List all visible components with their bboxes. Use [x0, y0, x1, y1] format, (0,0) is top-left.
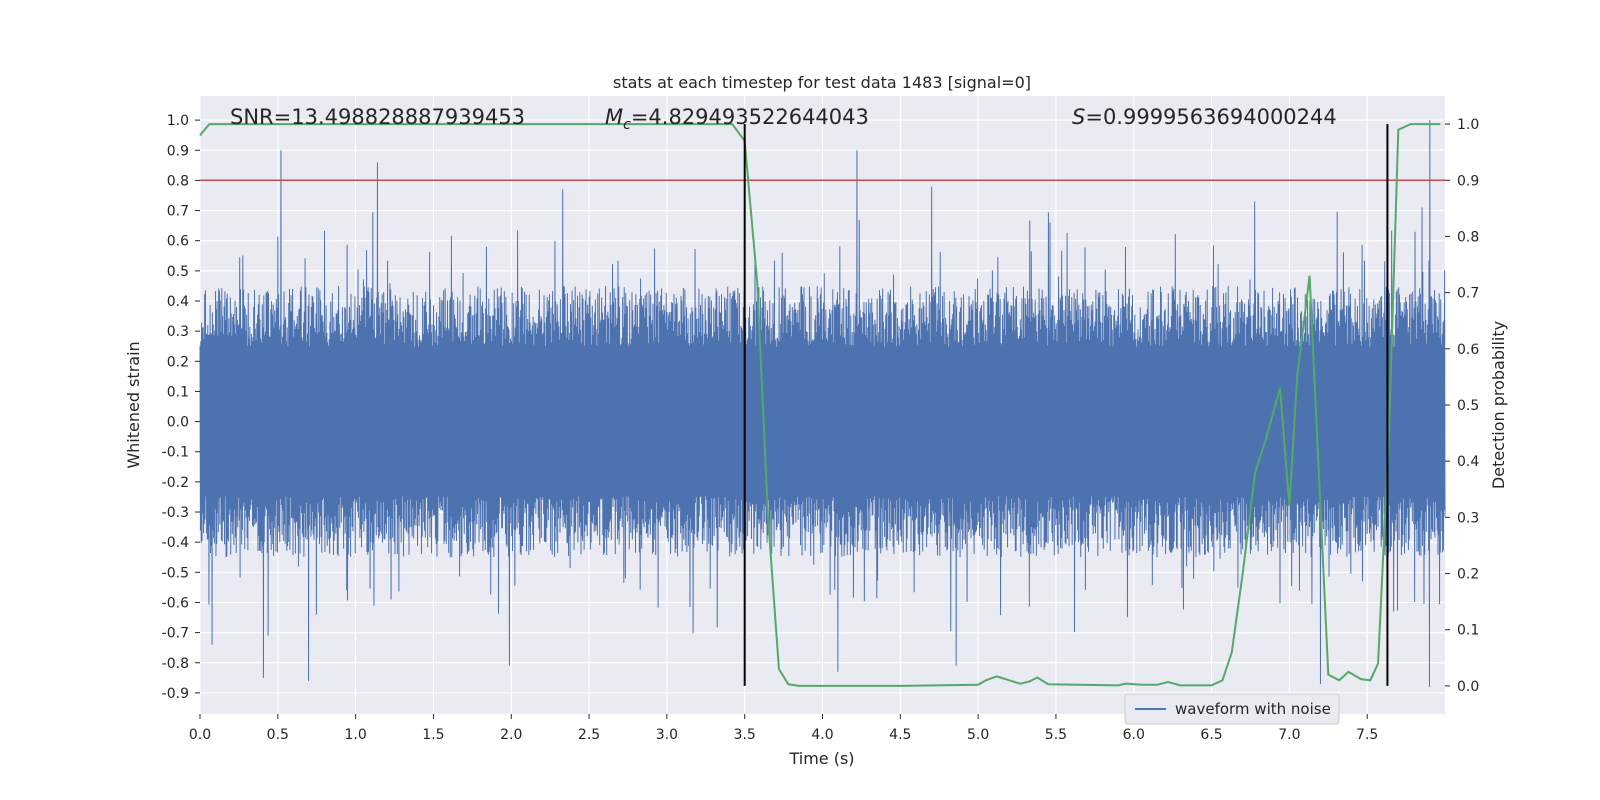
y2-axis-label: Detection probability [1489, 321, 1508, 489]
mc-symbol: M [605, 105, 623, 129]
waveform-series [199, 120, 1446, 687]
y2-tick-label: 0.9 [1457, 173, 1479, 189]
snr-annotation: SNR=13.498828887939453 [230, 105, 525, 129]
y-tick-label: 0.1 [167, 384, 189, 400]
y-tick-label: 0.5 [167, 264, 189, 280]
x-tick-label: 7.0 [1278, 727, 1300, 743]
y2-tick-label: 0.5 [1457, 398, 1479, 414]
y-tick-label: -0.9 [162, 686, 189, 702]
y2-tick-label: 0.2 [1457, 567, 1479, 583]
legend-box [1124, 693, 1340, 725]
y2-tick-label: 0.4 [1457, 454, 1479, 470]
y-tick-label: 0.8 [167, 173, 189, 189]
detection-probability-series [199, 123, 1441, 687]
x-axis-ticks: 0.0 0.5 1.0 1.5 2.0 2.5 3.0 3.5 4.0 4.5 5.0 5.5 6.0 6… [189, 714, 1378, 743]
y2-tick-label: 0.6 [1457, 342, 1479, 358]
y-tick-label: 1.0 [167, 113, 189, 129]
y-tick-label: 0.4 [167, 294, 189, 310]
y2-tick-label: 0.0 [1457, 679, 1479, 695]
y2-tick-label: 0.8 [1457, 229, 1479, 245]
y-tick-label: -0.4 [162, 535, 189, 551]
x-tick-label: 1.5 [422, 727, 444, 743]
y-tick-label: -0.6 [162, 595, 189, 611]
chart-title: stats at each timestep for test data 148… [613, 73, 1031, 92]
x-tick-label: 2.0 [500, 727, 522, 743]
x-tick-label: 6.0 [1123, 727, 1145, 743]
s-symbol: S [1072, 105, 1085, 129]
x-tick-label: 6.5 [1200, 727, 1222, 743]
y-tick-label: -0.8 [162, 656, 189, 672]
y-axis-ticks: 1.0 0.9 0.8 0.7 0.6 0.5 0.4 0.3 0.2 0.1 0.0 -0.1 -0.… [162, 113, 200, 702]
y-tick-label: 0.9 [167, 143, 189, 159]
y2-tick-label: 0.1 [1457, 623, 1479, 639]
s-value: =0.9999563694000244 [1085, 105, 1336, 129]
y-tick-label: -0.5 [162, 565, 189, 581]
mc-subscript: c [623, 117, 631, 133]
y-tick-label: -0.7 [162, 626, 189, 642]
x-tick-label: 2.5 [578, 727, 600, 743]
y-tick-label: 0.3 [167, 324, 189, 340]
chirp-mass-annotation: Mc=4.829493522644043 [605, 105, 869, 133]
x-tick-label: 3.0 [656, 727, 678, 743]
vertical-markers [743, 124, 1389, 686]
legend-entry: waveform with noise [1175, 700, 1331, 718]
y-tick-label: -0.3 [162, 505, 189, 521]
x-tick-label: 5.0 [967, 727, 989, 743]
score-annotation: S=0.9999563694000244 [1072, 105, 1337, 129]
y2-axis-ticks: 1.0 0.9 0.8 0.7 0.6 0.5 0.4 0.3 0.2 0.1 0.0 [1445, 117, 1479, 695]
y2-tick-label: 1.0 [1457, 117, 1479, 133]
y-tick-label: 0.2 [167, 354, 189, 370]
y-tick-label: -0.2 [162, 475, 189, 491]
x-tick-label: 1.0 [344, 727, 366, 743]
x-tick-label: 3.5 [734, 727, 756, 743]
x-tick-label: 5.5 [1045, 727, 1067, 743]
y-tick-label: -0.1 [162, 445, 189, 461]
y-axis-label: Whitened strain [124, 341, 143, 468]
x-tick-label: 0.0 [189, 727, 211, 743]
probability-line [199, 123, 1441, 687]
x-tick-label: 4.0 [811, 727, 833, 743]
x-tick-label: 0.5 [267, 727, 289, 743]
y-tick-label: 0.7 [167, 204, 189, 220]
y-tick-label: 0.6 [167, 234, 189, 250]
mc-value: =4.829493522644043 [631, 105, 869, 129]
x-axis-label: Time (s) [788, 749, 854, 768]
y-tick-label: 0.0 [167, 415, 189, 431]
legend: waveform with noise [1124, 693, 1340, 725]
waveform-line [199, 120, 1446, 687]
x-tick-label: 4.5 [889, 727, 911, 743]
y2-tick-label: 0.3 [1457, 510, 1479, 526]
x-tick-label: 7.5 [1356, 727, 1378, 743]
y2-tick-label: 0.7 [1457, 286, 1479, 302]
